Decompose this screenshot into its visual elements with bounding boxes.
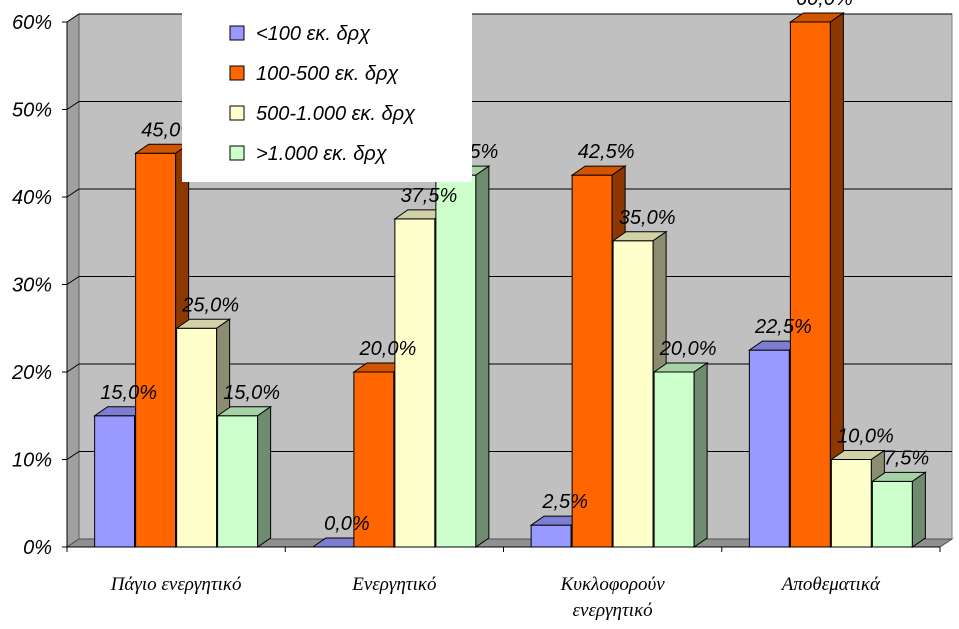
x-category-label: Αποθεματικά xyxy=(780,574,881,595)
bars xyxy=(93,12,927,548)
x-category-label: ενεργητικό xyxy=(573,600,653,621)
bar-side xyxy=(911,471,926,548)
bar-front xyxy=(871,480,913,548)
legend-label: 100-500 εκ. δρχ xyxy=(256,63,399,85)
y-tick-label: 0% xyxy=(23,537,52,559)
bar-front xyxy=(653,371,695,548)
bar xyxy=(788,12,845,548)
bar xyxy=(870,471,927,548)
data-label: 20,0% xyxy=(659,338,717,360)
bar xyxy=(434,165,491,548)
bar-front xyxy=(94,415,136,548)
legend-label: >1.000 εκ. δρχ xyxy=(256,143,388,165)
bar-front xyxy=(830,459,872,548)
bar-side xyxy=(693,362,708,548)
x-axis: Πάγιο ενεργητικό Ενεργητικό Κυκλοφορούν ενε… xyxy=(66,546,941,621)
bar xyxy=(175,318,232,548)
bar-front xyxy=(571,174,613,548)
y-tick-label: 60% xyxy=(12,12,52,34)
data-label: 2,5% xyxy=(541,491,588,513)
bar xyxy=(134,143,191,548)
bar-front xyxy=(394,218,436,548)
y-tick-label: 20% xyxy=(11,362,52,384)
data-label: 25,0% xyxy=(181,294,239,316)
gridline xyxy=(66,13,952,23)
bar-front xyxy=(789,21,831,548)
gridline xyxy=(66,101,952,110)
bar-front xyxy=(435,174,477,548)
y-tick-label: 40% xyxy=(12,187,52,209)
legend-label: 500-1.000 εκ. δρχ xyxy=(256,103,416,125)
y-tick-label: 50% xyxy=(12,100,52,122)
legend-swatch xyxy=(229,145,245,161)
y-axis: 0% 10% 20% 30% 40% 50% 60% xyxy=(11,12,68,559)
legend-swatch xyxy=(229,65,245,81)
legend-swatch xyxy=(229,105,245,121)
bar-side xyxy=(475,165,490,548)
data-label: 22,5% xyxy=(754,316,812,338)
data-label: 60,0% xyxy=(796,0,853,10)
bar xyxy=(652,362,709,548)
x-category-label: Πάγιο ενεργητικό xyxy=(110,574,242,595)
x-category-label: Ενεργητικό xyxy=(351,574,436,595)
legend: <100 εκ. δρχ 100-500 εκ. δρχ 500-1.000 εκ.… xyxy=(182,12,472,182)
bar-front xyxy=(530,524,572,548)
data-label: 20,0% xyxy=(359,338,417,360)
data-label: 7,5% xyxy=(884,447,930,469)
y-tick-label: 10% xyxy=(12,450,52,472)
bar-front xyxy=(217,415,259,548)
data-label: 35,0% xyxy=(619,207,676,229)
data-label: 10,0% xyxy=(837,426,894,448)
data-label: 0,0% xyxy=(324,513,370,535)
data-label: 37,5% xyxy=(401,185,458,207)
x-category-label: Κυκλοφορούν xyxy=(560,574,666,595)
bar-side xyxy=(257,405,272,548)
legend-label: <100 εκ. δρχ xyxy=(256,23,371,45)
data-label: 42,5% xyxy=(578,141,635,163)
legend-swatch xyxy=(229,25,245,41)
data-label: 15,0% xyxy=(100,382,157,404)
bar xyxy=(216,405,273,548)
bar-front xyxy=(176,327,218,548)
bar-front xyxy=(612,240,654,548)
bar-front xyxy=(748,349,790,548)
data-label: 15,0% xyxy=(223,382,280,404)
bar-front xyxy=(135,152,177,548)
y-tick-label: 30% xyxy=(12,275,52,297)
gridline xyxy=(66,188,952,198)
